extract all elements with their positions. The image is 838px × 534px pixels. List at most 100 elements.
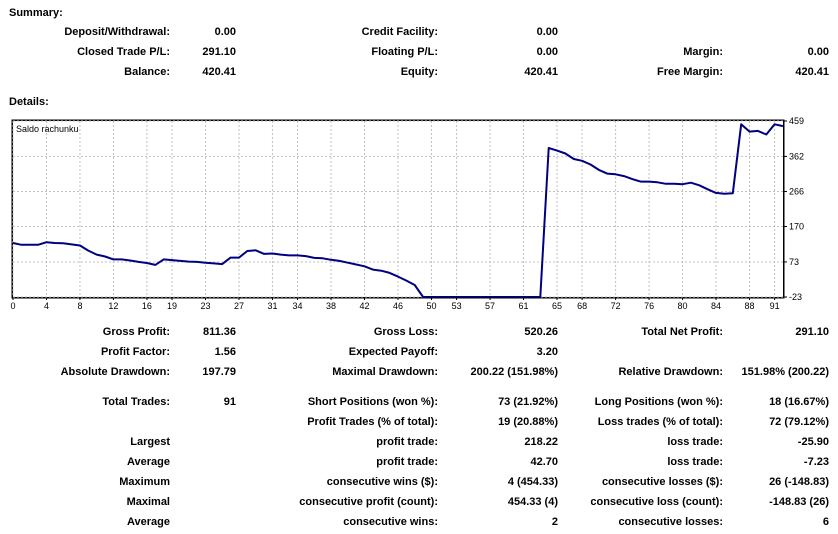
chart-x-tick-label: 53 (452, 301, 462, 311)
stat-row-right-value: -25.90 (797, 436, 829, 448)
chart-x-tick-label: 38 (326, 301, 336, 311)
chart-x-tick-label: 84 (711, 301, 721, 311)
long-positions-label: Long Positions (won %): (594, 396, 723, 408)
stat-row-right-label: consecutive losses: (618, 516, 723, 528)
stat-row-label: Maximal (126, 496, 170, 508)
stat-row-right-value: -148.83 (26) (769, 496, 829, 508)
stat-row-mid-value: 2 (551, 516, 558, 528)
stat-row-mid-value: 4 (454.33) (507, 476, 558, 488)
chart-x-tick-label: 16 (142, 301, 152, 311)
total-trades-value: 91 (223, 396, 236, 408)
stat-row-label: Average (126, 516, 170, 528)
closed-pl-label: Closed Trade P/L: (77, 46, 170, 58)
chart-x-tick-label: 88 (745, 301, 755, 311)
stat-row-mid-label: consecutive profit (count): (299, 496, 438, 508)
chart-y-tick-label: 73 (789, 257, 799, 267)
stat-row-right-label: consecutive losses ($): (601, 476, 723, 488)
chart-x-tick-label: 61 (519, 301, 529, 311)
equity-value: 420.41 (524, 66, 558, 78)
equity-label: Equity: (400, 66, 438, 78)
balance-value: 420.41 (202, 66, 236, 78)
profit-factor-label: Profit Factor: (100, 346, 170, 358)
stat-row-mid-label: consecutive wins ($): (326, 476, 438, 488)
maximal-drawdown-value: 200.22 (151.98%) (470, 366, 558, 378)
total-net-profit-label: Total Net Profit: (641, 326, 723, 338)
absolute-drawdown-value: 197.79 (202, 366, 236, 378)
chart-y-tick-label: 266 (789, 186, 804, 196)
chart-x-tick-label: 91 (770, 301, 780, 311)
chart-x-tick-label: 57 (485, 301, 495, 311)
chart-x-tick-label: 76 (644, 301, 654, 311)
chart-y-tick-label: 170 (789, 222, 804, 232)
details-heading: Details: (9, 96, 49, 108)
balance-chart-svg: 0 4 8 12 16 19 23 27 31 34 38 42 46 50 53 57 61 65 68 72 76 8… (10, 116, 804, 311)
loss-trades-label: Loss trades (% of total): (597, 416, 723, 428)
short-positions-label: Short Positions (won %): (307, 396, 438, 408)
loss-trades-value: 72 (79.12%) (769, 416, 829, 428)
profit-trades-value: 19 (20.88%) (498, 416, 558, 428)
chart-x-tick-label: 19 (167, 301, 177, 311)
chart-y-tick-label: 459 (789, 116, 804, 126)
stat-row-mid-value: 42.70 (530, 456, 558, 468)
chart-x-tick-label: 31 (267, 301, 277, 311)
short-positions-value: 73 (21.92%) (498, 396, 558, 408)
maximal-drawdown-label: Maximal Drawdown: (332, 366, 438, 378)
chart-x-tick-label: 50 (426, 301, 436, 311)
chart-x-tick-label: 42 (360, 301, 370, 311)
closed-pl-value: 291.10 (202, 46, 236, 58)
chart-frame (11, 119, 785, 299)
chart-x-tick-label: 27 (234, 301, 244, 311)
chart-x-tick-label: 12 (108, 301, 118, 311)
stat-row-mid-value: 218.22 (524, 436, 558, 448)
floating-pl-value: 0.00 (536, 46, 558, 58)
chart-series-line (12, 123, 784, 298)
stat-row-label: Largest (130, 436, 170, 448)
summary-heading: Summary: (9, 7, 63, 19)
gross-profit-label: Gross Profit: (102, 326, 170, 338)
gross-loss-value: 520.26 (524, 326, 558, 338)
chart-y-tick-label: -23 (789, 292, 802, 302)
chart-title: Saldo rachunku (16, 124, 79, 134)
chart-x-tick-label: 0 (10, 301, 15, 311)
stat-row-mid-value: 454.33 (4) (507, 496, 558, 508)
relative-drawdown-label: Relative Drawdown: (618, 366, 723, 378)
stat-row-mid-label: profit trade: (376, 436, 438, 448)
free-margin-value: 420.41 (795, 66, 829, 78)
relative-drawdown-value: 151.98% (200.22) (741, 366, 829, 378)
chart-x-tick-label: 65 (552, 301, 562, 311)
total-trades-label: Total Trades: (102, 396, 170, 408)
deposit-value: 0.00 (214, 26, 236, 38)
credit-value: 0.00 (536, 26, 558, 38)
expected-payoff-value: 3.20 (536, 346, 558, 358)
chart-x-tick-label: 4 (44, 301, 49, 311)
total-net-profit-value: 291.10 (795, 326, 829, 338)
profit-factor-value: 1.56 (214, 346, 236, 358)
chart-y-tick-label: 362 (789, 151, 804, 161)
deposit-label: Deposit/Withdrawal: (64, 26, 170, 38)
gross-profit-value: 811.36 (202, 326, 236, 338)
free-margin-label: Free Margin: (656, 66, 723, 78)
stat-row-right-label: loss trade: (667, 436, 723, 448)
chart-x-tick-label: 34 (293, 301, 303, 311)
stat-row-mid-label: consecutive wins: (343, 516, 438, 528)
margin-label: Margin: (683, 46, 723, 58)
chart-x-tick-label: 80 (678, 301, 688, 311)
gross-loss-label: Gross Loss: (373, 326, 438, 338)
profit-trades-label: Profit Trades (% of total): (307, 416, 438, 428)
margin-value: 0.00 (807, 46, 829, 58)
chart-x-tick-label: 72 (611, 301, 621, 311)
stat-row-label: Maximum (119, 476, 170, 488)
stat-row-right-value: 6 (822, 516, 829, 528)
credit-label: Credit Facility: (361, 26, 438, 38)
stat-row-right-value: 26 (-148.83) (769, 476, 829, 488)
balance-label: Balance: (124, 66, 170, 78)
floating-pl-label: Floating P/L: (371, 46, 438, 58)
stat-row-right-label: consecutive loss (count): (590, 496, 723, 508)
stat-row-right-label: loss trade: (667, 456, 723, 468)
expected-payoff-label: Expected Payoff: (348, 346, 438, 358)
chart-x-tick-label: 68 (577, 301, 587, 311)
stat-row-label: Average (126, 456, 170, 468)
chart-x-tick-label: 8 (77, 301, 82, 311)
stat-row-mid-label: profit trade: (376, 456, 438, 468)
stat-row-right-value: -7.23 (803, 456, 829, 468)
